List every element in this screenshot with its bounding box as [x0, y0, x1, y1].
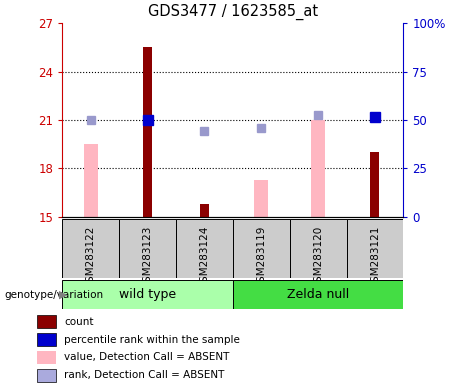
Text: Zelda null: Zelda null	[287, 288, 349, 301]
Bar	[311, 120, 325, 217]
Bar	[290, 219, 347, 278]
Text: GSM283120: GSM283120	[313, 226, 323, 289]
Bar	[254, 180, 268, 217]
Bar	[119, 219, 176, 278]
Bar	[371, 152, 379, 217]
Text: GSM283121: GSM283121	[370, 226, 380, 290]
Bar	[83, 144, 98, 217]
Text: GSM283124: GSM283124	[199, 226, 209, 290]
Text: count: count	[65, 317, 94, 327]
Bar	[37, 333, 56, 346]
Text: GSM283123: GSM283123	[142, 226, 153, 290]
Text: genotype/variation: genotype/variation	[5, 290, 104, 300]
Bar	[37, 315, 56, 328]
Bar	[62, 280, 233, 309]
Bar	[143, 47, 152, 217]
Text: wild type: wild type	[119, 288, 176, 301]
Bar	[62, 219, 119, 278]
Text: GSM283122: GSM283122	[86, 226, 96, 290]
Bar	[233, 280, 403, 309]
Text: GSM283119: GSM283119	[256, 226, 266, 290]
Bar	[347, 219, 403, 278]
Text: ▶: ▶	[59, 290, 67, 300]
Text: rank, Detection Call = ABSENT: rank, Detection Call = ABSENT	[65, 370, 225, 380]
Bar	[37, 351, 56, 364]
Title: GDS3477 / 1623585_at: GDS3477 / 1623585_at	[148, 4, 318, 20]
Bar	[37, 369, 56, 382]
Bar	[176, 219, 233, 278]
Text: value, Detection Call = ABSENT: value, Detection Call = ABSENT	[65, 353, 230, 362]
Text: percentile rank within the sample: percentile rank within the sample	[65, 334, 240, 344]
Bar	[233, 219, 290, 278]
Bar	[200, 204, 209, 217]
